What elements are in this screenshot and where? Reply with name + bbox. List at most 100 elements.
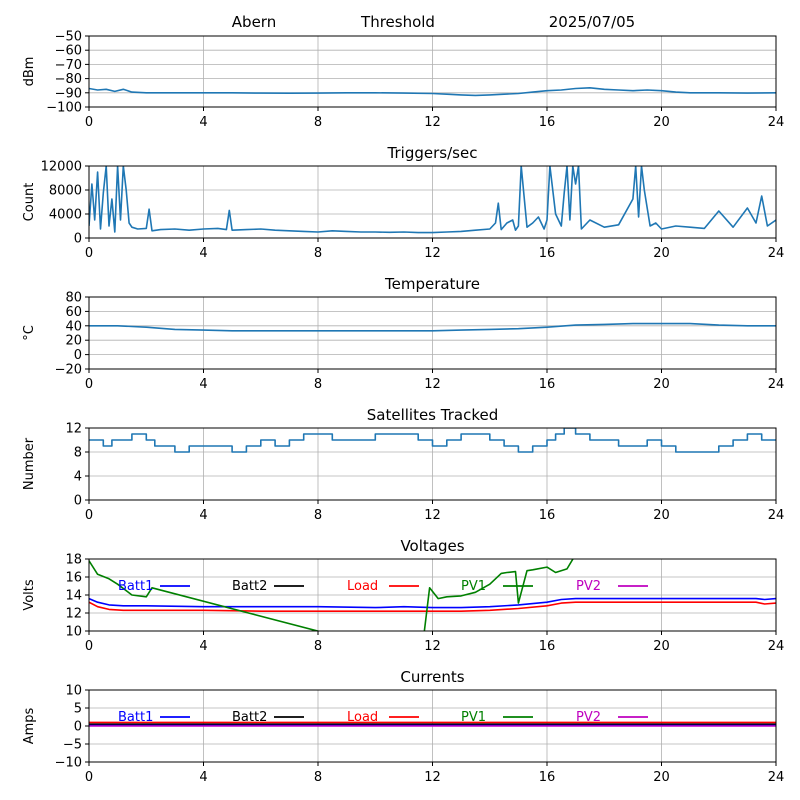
y-axis-label: dBm (22, 57, 37, 87)
x-tick-label: 16 (539, 115, 556, 130)
y-axis-label: Amps (22, 707, 37, 744)
y-tick-label: 12 (65, 422, 82, 437)
series-group (89, 322, 776, 332)
y-tick-label: −5 (63, 738, 82, 753)
y-axis-label: Volts (22, 579, 37, 611)
chart-title: Voltages (400, 537, 464, 555)
y-tick-label: −70 (55, 58, 82, 73)
x-tick-label: 8 (314, 115, 322, 130)
legend-label-pv2: PV2 (576, 579, 601, 594)
x-tick-label: 16 (539, 377, 556, 392)
series-group (89, 721, 776, 727)
y-tick-label: 14 (65, 589, 82, 604)
chart-title: Triggers/sec (387, 144, 478, 162)
x-tick-label: 12 (424, 246, 441, 261)
x-tick-label: 24 (768, 508, 785, 523)
x-tick-label: 0 (85, 508, 93, 523)
panel-satellites: 0 4 8 12 16 20 24 0 4 8 12 Satellites Tracked Number (22, 406, 784, 523)
y-tick-label: −10 (55, 756, 82, 771)
x-tick-label: 24 (768, 377, 785, 392)
x-tick-label: 12 (424, 770, 441, 785)
y-tick-label: 8000 (49, 184, 82, 199)
series-group (89, 166, 776, 234)
x-tick-label: 20 (653, 770, 670, 785)
legend-label-batt1: Batt1 (118, 710, 153, 725)
series-line-load (89, 601, 776, 612)
panel-currents: 0 4 8 12 16 20 24 −10 −5 0 5 10 Currents Amps Batt1 Bat… (22, 668, 784, 785)
y-tick-label: 4000 (49, 208, 82, 223)
y-tick-label: 8 (74, 446, 82, 461)
y-tick-label: 10 (65, 625, 82, 640)
x-tick-label: 8 (314, 770, 322, 785)
series-group (89, 428, 776, 453)
chart-title: Satellites Tracked (367, 406, 498, 424)
x-tick-label: 16 (539, 508, 556, 523)
legend-label-batt1: Batt1 (118, 579, 153, 594)
y-tick-label: −80 (55, 72, 82, 87)
y-tick-label: −60 (55, 44, 82, 59)
chart-title: Currents (400, 668, 464, 686)
x-tick-label: 16 (539, 770, 556, 785)
x-tick-label: 16 (539, 639, 556, 654)
series-group (89, 87, 776, 97)
y-tick-label: 18 (65, 553, 82, 568)
x-tick-label: 12 (424, 115, 441, 130)
y-tick-label: 5 (74, 702, 82, 717)
y-tick-label: 10 (65, 684, 82, 699)
x-tick-label: 4 (199, 639, 207, 654)
x-tick-label: 12 (424, 508, 441, 523)
legend-label-load: Load (347, 710, 378, 725)
x-tick-label: 0 (85, 770, 93, 785)
station-label: Abern (232, 13, 276, 31)
y-tick-label: 20 (65, 334, 82, 349)
x-tick-label: 4 (199, 377, 207, 392)
y-tick-label: 12 (65, 607, 82, 622)
y-axis-label: Number (22, 437, 37, 490)
legend-label-pv1: PV1 (461, 579, 486, 594)
x-tick-label: 4 (199, 770, 207, 785)
y-tick-label: 4 (74, 470, 82, 485)
x-tick-label: 24 (768, 639, 785, 654)
x-tick-label: 20 (653, 115, 670, 130)
x-tick-label: 8 (314, 377, 322, 392)
series-line (89, 166, 776, 234)
y-tick-label: 0 (74, 720, 82, 735)
x-tick-label: 0 (85, 246, 93, 261)
x-tick-label: 8 (314, 508, 322, 523)
x-tick-label: 0 (85, 115, 93, 130)
legend-label-pv1: PV1 (461, 710, 486, 725)
x-tick-label: 24 (768, 115, 785, 130)
y-tick-label: 60 (65, 305, 82, 320)
series-line-batt1 (89, 597, 776, 609)
legend-label-pv2: PV2 (576, 710, 601, 725)
y-tick-label: 0 (74, 494, 82, 509)
y-tick-label: 0 (74, 232, 82, 247)
y-tick-label: 16 (65, 571, 82, 586)
x-tick-label: 12 (424, 639, 441, 654)
y-tick-label: 12000 (41, 160, 82, 175)
y-tick-label: −50 (55, 30, 82, 45)
series-line (89, 428, 776, 453)
series-line (89, 322, 776, 332)
x-tick-label: 4 (199, 508, 207, 523)
series-line-pv1 (89, 559, 574, 631)
panel-triggers: 0 4 8 12 16 20 24 0 4000 8000 12000 Triggers/sec Cou… (22, 144, 784, 261)
chart-title: Temperature (384, 275, 480, 293)
x-tick-label: 0 (85, 377, 93, 392)
x-tick-label: 8 (314, 246, 322, 261)
panel-voltages: 0 4 8 12 16 20 24 10 12 14 16 18 Voltages Volts Batt1 B… (22, 537, 785, 654)
date-label: 2025/07/05 (549, 13, 635, 31)
x-tick-label: 12 (424, 377, 441, 392)
x-tick-label: 24 (768, 770, 785, 785)
y-axis-label: °C (22, 325, 37, 341)
y-tick-label: 40 (65, 319, 82, 334)
x-tick-label: 16 (539, 246, 556, 261)
x-tick-label: 8 (314, 639, 322, 654)
y-tick-label: 80 (65, 291, 82, 306)
x-tick-label: 24 (768, 246, 785, 261)
series-group (89, 559, 776, 631)
x-tick-label: 20 (653, 377, 670, 392)
